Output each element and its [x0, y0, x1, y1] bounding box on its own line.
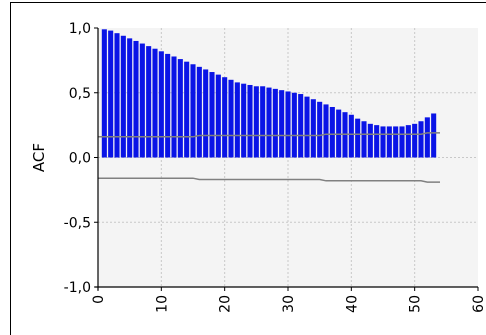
y-tick-label: 0,5: [69, 86, 91, 102]
acf-bar: [253, 86, 259, 158]
acf-bar: [228, 79, 234, 158]
confidence-upper-line: [98, 132, 440, 138]
acf-bar: [133, 40, 139, 158]
acf-bar: [361, 121, 367, 158]
acf-bar: [348, 114, 354, 158]
acf-bar: [108, 30, 114, 158]
acf-bar: [310, 99, 316, 158]
acf-bar: [120, 35, 126, 158]
acf-bar: [380, 126, 386, 158]
acf-bar: [203, 69, 209, 158]
acf-bar: [152, 48, 158, 158]
acf-bar: [171, 56, 177, 158]
x-tick-label: 20: [218, 295, 234, 313]
acf-bar: [190, 64, 196, 158]
acf-bar: [329, 106, 335, 158]
acf-bar: [272, 88, 278, 158]
acf-bar: [127, 38, 133, 158]
acf-bar: [260, 86, 266, 158]
acf-bar: [367, 123, 373, 158]
y-axis-label: ACF: [30, 143, 48, 172]
acf-bar: [399, 126, 405, 158]
acf-bar: [215, 74, 221, 158]
acf-bar: [165, 53, 171, 158]
acf-bar: [298, 94, 304, 158]
y-tick-label: -0,5: [64, 215, 91, 231]
acf-bar: [266, 87, 272, 158]
confidence-lower-line: [98, 177, 440, 183]
acf-bar: [247, 84, 253, 158]
acf-bar: [386, 126, 392, 158]
acf-bar: [323, 104, 329, 158]
y-tick-label: 1,0: [69, 21, 91, 37]
x-tick-label: 40: [344, 295, 360, 313]
acf-bar: [234, 82, 240, 158]
acf-bar: [184, 61, 190, 158]
y-tick-label: -1,0: [64, 280, 91, 296]
acf-bar: [177, 59, 183, 158]
acf-bar: [355, 118, 361, 158]
x-tick-label: 10: [154, 295, 170, 313]
acf-bar: [279, 90, 285, 158]
acf-bar: [196, 66, 202, 158]
acf-bar: [241, 83, 247, 158]
acf-bar: [405, 125, 411, 158]
acf-bar: [418, 121, 424, 158]
x-tick-label: 0: [91, 295, 107, 304]
acf-bar: [209, 72, 215, 158]
acf-bar: [304, 96, 310, 158]
acf-bar: [222, 77, 228, 158]
acf-bar: [285, 91, 291, 158]
acf-bar: [424, 117, 430, 158]
acf-bar: [139, 43, 145, 158]
acf-bar: [431, 113, 437, 158]
acf-bar: [158, 51, 164, 158]
acf-bar: [114, 33, 120, 158]
acf-bar: [374, 125, 380, 158]
y-tick-label: 0,0: [69, 151, 91, 167]
acf-bar: [291, 92, 297, 158]
acf-bar: [101, 29, 107, 158]
acf-bar: [146, 46, 152, 158]
x-tick-label: 60: [471, 295, 486, 313]
acf-bar: [393, 126, 399, 158]
x-tick-label: 30: [281, 295, 297, 313]
x-tick-label: 50: [408, 295, 424, 313]
acf-bar: [412, 123, 418, 158]
acf-bar: [317, 101, 323, 158]
